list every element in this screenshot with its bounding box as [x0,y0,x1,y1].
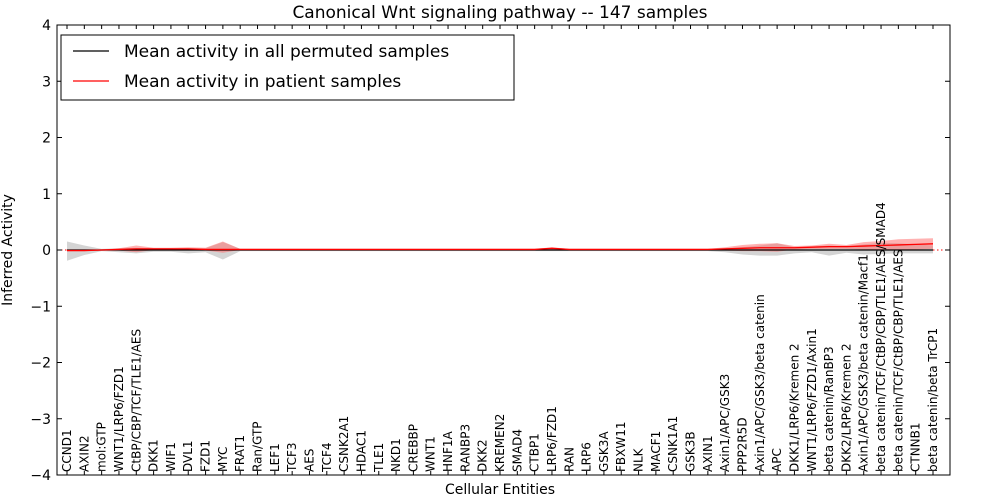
x-category-label: beta catenin/beta TrCP1 [926,328,940,472]
x-category-label: RANBP3 [458,424,472,472]
y-tick-label: 4 [42,18,51,34]
legend: Mean activity in all permuted samples Me… [60,34,515,101]
plot-frame [56,24,951,476]
chart-title: Canonical Wnt signaling pathway -- 147 s… [292,3,707,23]
x-axis: CCND1 AXIN2 mol:GTP WNT1/LRP6/FZD1 CtBP/CBP/… [60,25,940,475]
y-axis-title: Inferred Activity [0,194,16,306]
x-category-label: beta catenin/TCF/CtBP/CBP/TLE1/AES/SMAD4 [874,202,888,472]
x-category-label: Axin1/APC/GSK3/beta catenin [753,294,767,472]
x-category-label: CSNK1A1 [666,416,680,472]
x-category-label: AXIN2 [77,435,91,472]
y-tick-label: 2 [42,131,51,147]
x-category-label: RAN [562,447,576,472]
x-category-label: TLE1 [372,443,386,473]
y-tick-label: 1 [42,187,51,203]
x-category-label: CTBP1 [528,433,542,472]
x-category-label: GSK3B [684,431,698,472]
x-category-label: DKK2/LRP6/Kremen 2 [839,343,853,472]
x-category-label: CTNNB1 [909,422,923,472]
x-category-label: CCND1 [60,429,74,472]
x-category-label: WIF1 [164,442,178,472]
x-category-label: DVL1 [181,440,195,472]
x-category-label: WNT1/LRP6/FZD1/Axin1 [805,328,819,472]
x-category-label: GSK3A [597,431,611,472]
x-category-label: LRP6 [580,442,594,472]
x-category-label: NKD1 [389,438,403,472]
x-category-label: HNF1A [441,430,455,472]
x-category-label: beta catenin/RanBP3 [822,346,836,472]
x-category-label: DKK1/LRP6/Kremen 2 [787,343,801,472]
x-category-label: Ran/GTP [251,421,265,472]
x-category-label: FZD1 [199,440,213,472]
x-category-label: Axin1/APC/GSK3 [718,374,732,472]
series-lines [67,243,934,252]
x-category-label: FRAT1 [233,435,247,472]
x-category-label: mol:GTP [95,422,109,472]
x-category-label: FBXW11 [614,422,628,473]
y-tick-label: −2 [30,356,51,372]
x-axis-title: Cellular Entities [445,482,555,498]
x-category-label: TCF4 [320,442,334,473]
x-category-label: MACF1 [649,431,663,472]
x-category-label: CREBBP [406,424,420,472]
x-category-label: DKK1 [147,439,161,472]
x-category-label: KREMEN2 [493,414,507,472]
band-permuted [67,241,933,261]
x-category-label: HDAC1 [354,430,368,472]
y-axis: −4 −3 −2 −1 0 1 2 3 4 [30,18,950,484]
x-category-label: CSNK2A1 [337,416,351,472]
y-tick-label: −3 [30,412,51,428]
x-category-label: LEF1 [268,443,282,472]
x-category-label: TCF3 [285,442,299,473]
x-category-label: APC [770,448,784,472]
x-category-label: AXIN1 [701,435,715,472]
x-category-label: SMAD4 [510,429,524,472]
legend-label-permuted: Mean activity in all permuted samples [124,42,449,62]
legend-box [60,34,515,101]
x-category-label: LRP6/FZD1 [545,406,559,472]
y-tick-label: −1 [30,299,51,315]
x-category-label: Axin1/APC/GSK3/beta catenin/Macf1 [857,254,871,472]
x-category-label: DKK2 [476,439,490,472]
y-tick-label: 0 [42,243,51,259]
x-category-label: WNT1/LRP6/FZD1 [112,366,126,472]
x-category-label: NLK [632,447,646,472]
x-category-label: CtBP/CBP/TCF/TLE1/AES [129,329,143,472]
x-category-label: WNT1 [424,436,438,472]
x-category-label: MYC [216,447,230,472]
y-tick-label: −4 [30,468,51,484]
x-category-label: AES [302,449,316,472]
x-category-label: PPP2R5D [735,417,749,472]
y-tick-label: 3 [42,74,51,90]
series-line-patient [67,243,934,252]
legend-label-patient: Mean activity in patient samples [124,72,401,92]
x-category-label: beta catenin/TCF/CtBP/CBP/TLE1/AES [891,249,905,472]
